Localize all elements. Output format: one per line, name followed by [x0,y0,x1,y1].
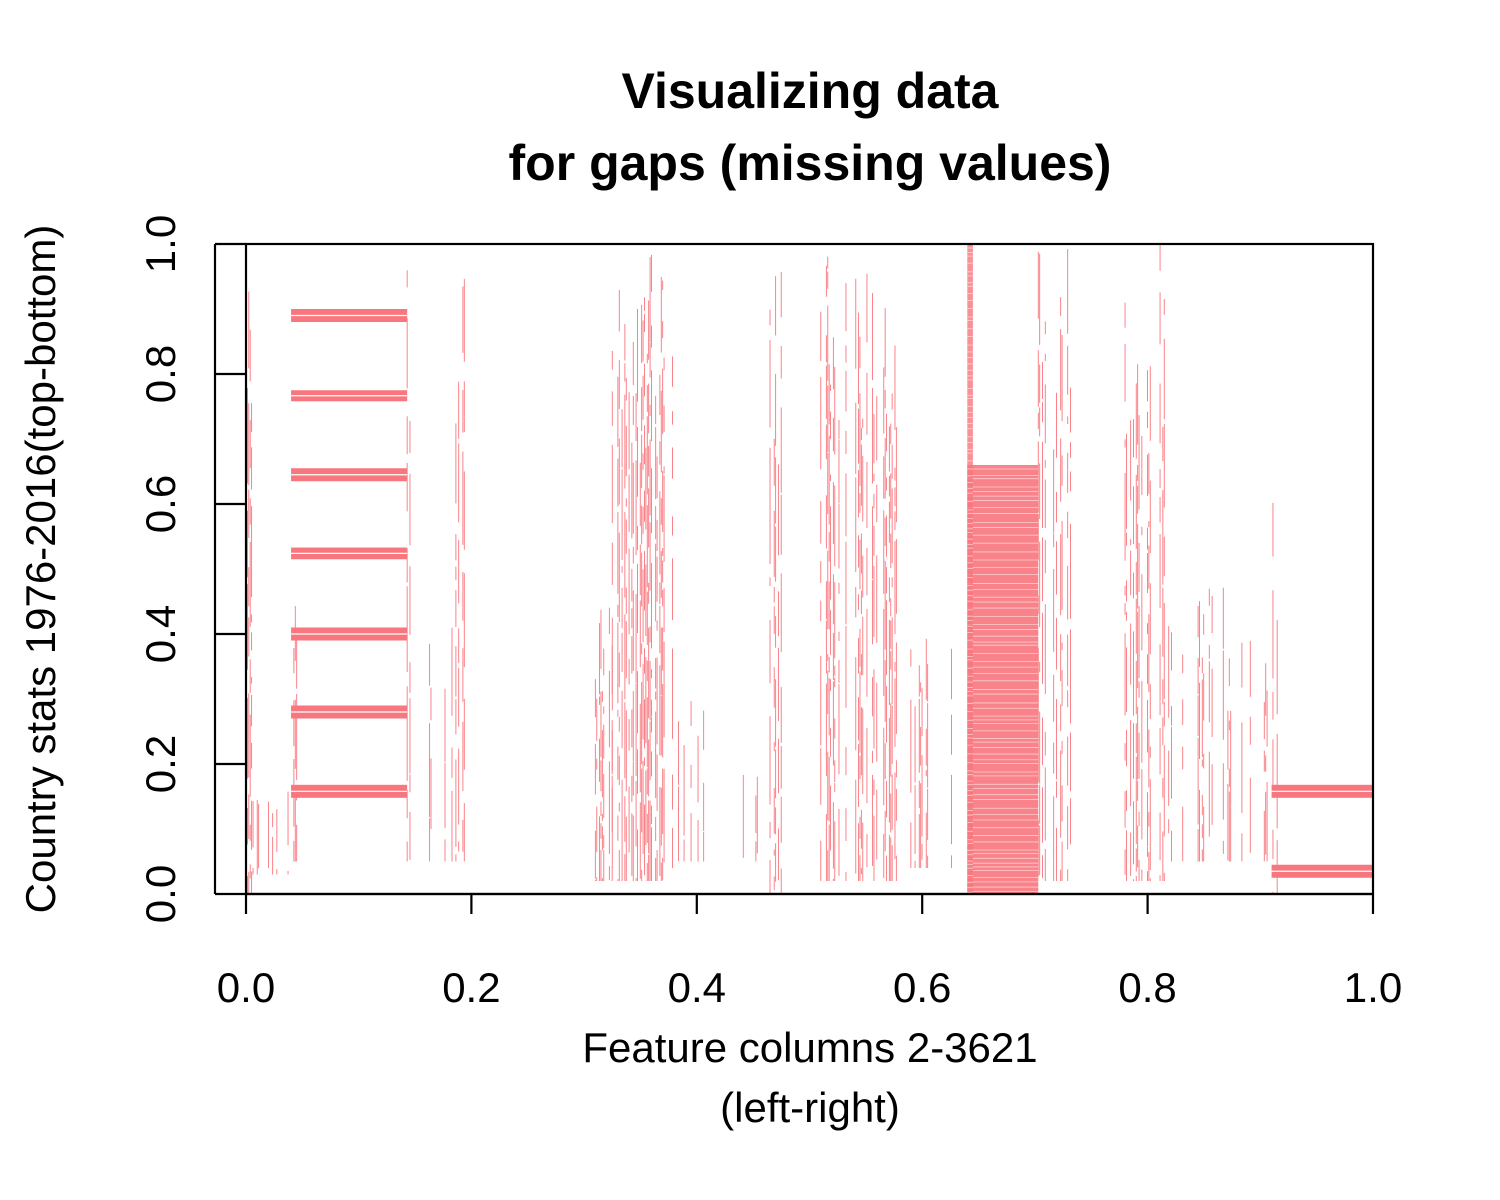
horizontal-band-6 [291,784,408,798]
stripe-region-4 [429,627,453,862]
y-axis-label: Country stats 1976-2016(top-bottom) [17,225,64,914]
stripe-region-0 [246,291,253,894]
x-tick-label-4: 0.8 [1118,964,1176,1011]
x-tick-label-3: 0.6 [893,964,951,1011]
x-tick-label-5: 1.0 [1344,964,1402,1011]
dense-block-0 [967,465,1039,894]
horizontal-band-8 [1271,864,1373,878]
chart-title-line-2: for gaps (missing values) [509,135,1112,191]
y-tick-label-5: 1.0 [137,215,184,273]
y-tick-label-0: 0.0 [137,865,184,923]
x-tick-label-2: 0.4 [668,964,726,1011]
stripe-region-9 [742,774,758,862]
missing-value-marks [246,244,1373,894]
horizontal-band-7 [1271,784,1373,798]
horizontal-band-2 [291,468,408,482]
y-tick-label-1: 0.2 [137,735,184,793]
x-axis-label-line-1: Feature columns 2-3621 [582,1024,1037,1071]
horizontal-band-3 [291,547,408,560]
y-tick-label-4: 0.8 [137,345,184,403]
x-axis-label-line-2: (left-right) [720,1084,900,1131]
stripe-region-16 [1227,640,1268,862]
stripe-region-5 [455,278,465,862]
horizontal-band-4 [291,627,408,641]
stripe-region-14 [1124,244,1165,881]
stripe-region-12 [910,638,952,868]
dense-block-fill [967,465,1039,894]
stripe-region-10 [769,271,782,894]
horizontal-band-5 [291,705,408,719]
stripe-region-15 [1168,587,1224,862]
stripe-region-7 [611,254,673,881]
stripe-region-17 [1272,502,1278,894]
dense-block-fill [967,244,973,894]
x-tick-label-1: 0.2 [442,964,500,1011]
horizontal-band-1 [291,390,408,402]
y-tick-label-2: 0.4 [137,605,184,663]
x-axis: 0.0 0.2 0.4 0.6 0.8 1.0 [217,892,1402,1011]
stripe-region-1 [252,791,289,875]
stripe-region-11 [820,256,897,881]
x-tick-label-0: 0.0 [217,964,275,1011]
horizontal-band-0 [291,309,408,322]
y-axis: 0.0 0.2 0.4 0.6 0.8 1.0 [137,215,246,923]
chart-title-line-1: Visualizing data [622,63,1000,119]
stripe-region-8 [678,701,705,862]
y-tick-label-3: 0.6 [137,475,184,533]
dense-block-1 [967,244,973,894]
